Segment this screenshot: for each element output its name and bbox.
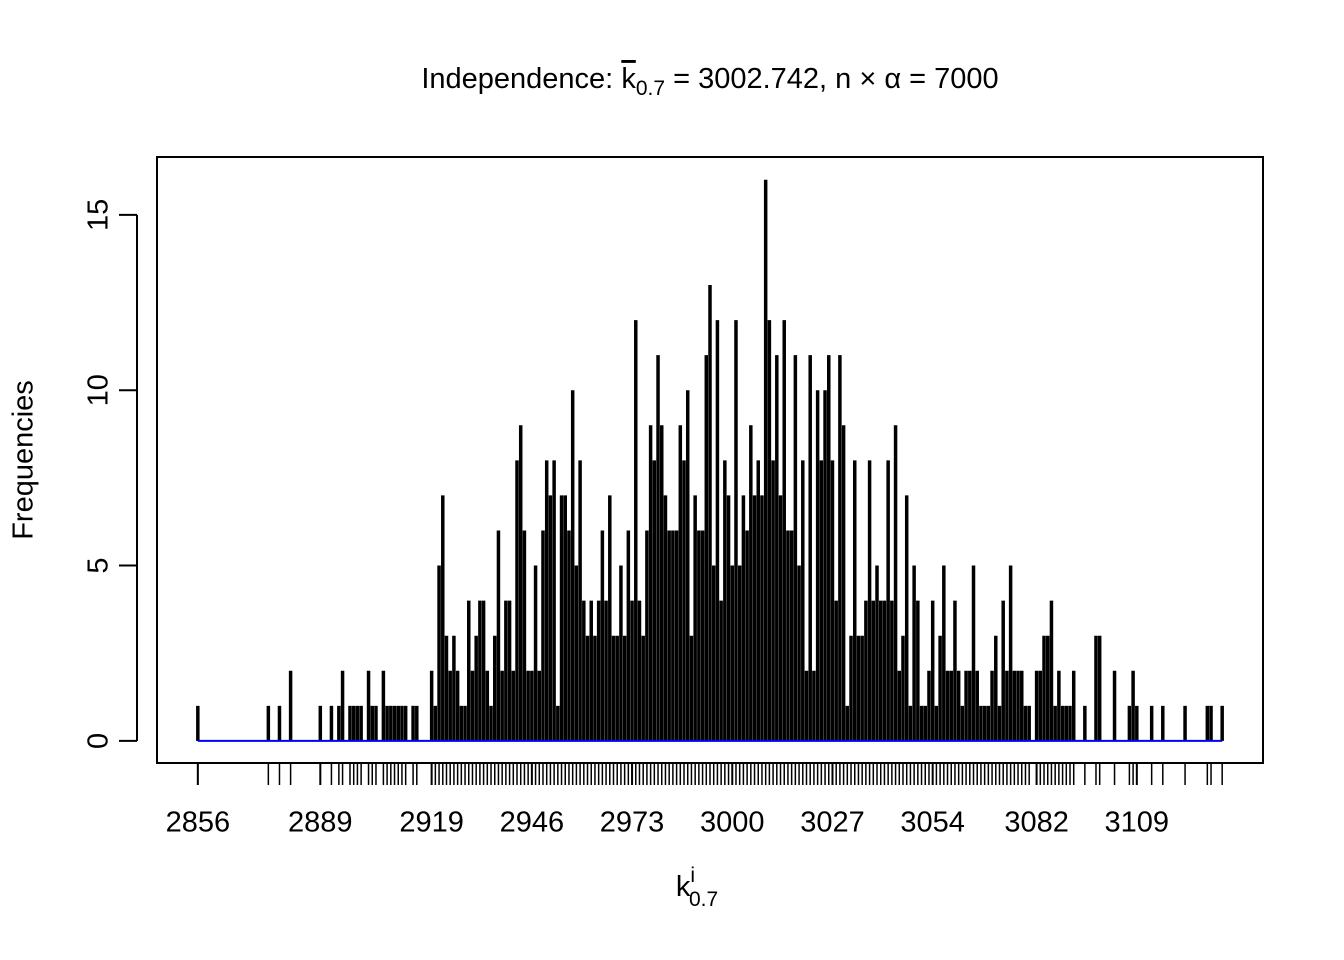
x-label-subscript: 0.7 — [689, 888, 718, 911]
x-tick-label: 3000 — [700, 807, 765, 839]
x-tick-label: 3109 — [1105, 807, 1170, 839]
x-tick-label: 3054 — [900, 807, 965, 839]
y-axis-label: Frequencies — [8, 380, 40, 540]
x-label-superscript: i — [690, 864, 695, 887]
title-symbol: k — [621, 63, 636, 95]
x-tick-label: 2973 — [600, 807, 665, 839]
title-text: Independence: — [421, 63, 621, 95]
x-tick-label: 2889 — [288, 807, 353, 839]
title-subscript: 0.7 — [636, 77, 665, 100]
chart-title: Independence: k0.7 = 3002.742, n × α = 7… — [421, 63, 998, 100]
title-text: = 3002.742, n × α = 7000 — [665, 63, 999, 95]
x-tick-label: 3082 — [1004, 807, 1069, 839]
x-tick-label: 2946 — [500, 807, 565, 839]
x-axis-label: ki 0.7 — [676, 864, 718, 911]
y-tick-label: 5 — [83, 557, 115, 573]
y-tick-label: 10 — [83, 374, 115, 406]
x-tick-label: 3027 — [800, 807, 865, 839]
x-tick-label: 2919 — [399, 807, 464, 839]
x-label-symbol: k — [676, 871, 691, 903]
x-tick-label: 2856 — [166, 807, 231, 839]
y-tick-label: 15 — [83, 199, 115, 231]
y-tick-label: 0 — [83, 733, 115, 749]
